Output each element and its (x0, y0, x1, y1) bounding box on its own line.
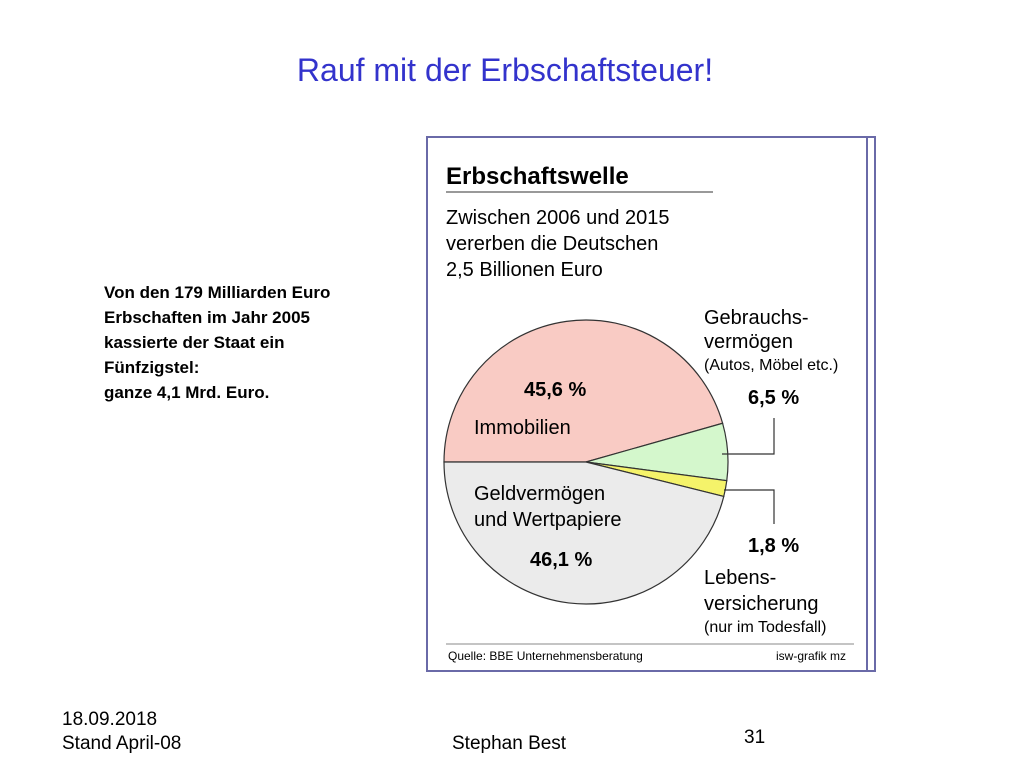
panel-border-line (866, 138, 868, 670)
slice-value-label: 6,5 % (748, 387, 799, 409)
slice-value-label: 45,6 % (524, 379, 586, 401)
pie-chart: Erbschaftswelle Zwischen 2006 und 2015 v… (443, 163, 854, 663)
chart-title: Erbschaftswelle (446, 163, 629, 190)
slice-label: vermögen (704, 331, 793, 353)
pie-slice (443, 319, 724, 463)
chart-subtitle-line: vererben die Deutschen (446, 233, 658, 255)
slide-title: Rauf mit der Erbschaftsteuer! (296, 52, 714, 88)
slice-sublabel: (nur im Todesfall) (704, 619, 826, 636)
info-note: Von den 179 Milliarden Euro Erbschaften … (104, 280, 394, 405)
note-line: ganze 4,1 Mrd. Euro. (104, 383, 270, 402)
leader-line-gebrauchsvermoegen (722, 418, 775, 455)
chart-subtitle-line: 2,5 Billionen Euro (446, 259, 603, 281)
slice-value-label: 1,8 % (748, 535, 799, 557)
pie-slices (443, 319, 729, 605)
note-line: kassierte der Staat ein (104, 333, 285, 352)
chart-panel: Erbschaftswelle Zwischen 2006 und 2015 v… (426, 136, 876, 672)
slice-label: und Wertpapiere (474, 509, 622, 531)
chart-source: Quelle: BBE Unternehmensberatung (448, 649, 643, 663)
slice-label: Geldvermögen (474, 483, 605, 505)
footer-stand: Stand April-08 (62, 733, 182, 754)
footer-author: Stephan Best (452, 733, 567, 754)
page-number: 31 (744, 727, 766, 748)
leader-line-lebensversicherung (724, 489, 775, 524)
pie-slice (443, 461, 725, 605)
note-line: Fünfzigstel: (104, 358, 200, 377)
slice-sublabel: (Autos, Möbel etc.) (704, 357, 838, 374)
slice-label: Gebrauchs- (704, 307, 809, 329)
slice-value-label: 46,1 % (530, 549, 592, 571)
slice-label: Lebens- (704, 567, 776, 589)
footer-date-value: 18.09.2018 (62, 709, 158, 730)
note-line: Erbschaften im Jahr 2005 (104, 308, 310, 327)
slice-label: Immobilien (474, 417, 571, 439)
slice-label: versicherung (704, 593, 819, 615)
footer-date: 18.09.2018 Stand April-08 (62, 708, 181, 756)
chart-credit: isw-grafik mz (776, 649, 846, 663)
note-line: Von den 179 Milliarden Euro (104, 283, 331, 302)
chart-subtitle-line: Zwischen 2006 und 2015 (446, 207, 670, 229)
